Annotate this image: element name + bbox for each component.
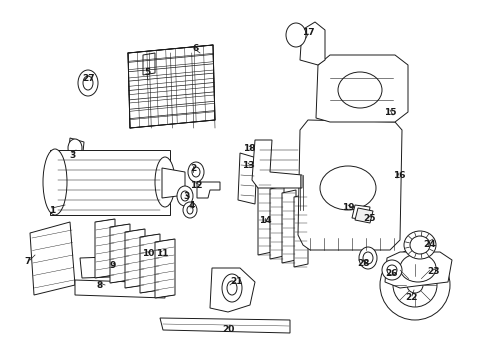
Ellipse shape (78, 70, 98, 96)
Text: 14: 14 (259, 216, 271, 225)
Ellipse shape (400, 254, 436, 282)
Ellipse shape (83, 76, 93, 90)
Ellipse shape (363, 252, 373, 264)
Polygon shape (282, 190, 296, 263)
Polygon shape (128, 45, 215, 128)
Text: 5: 5 (144, 68, 150, 77)
Polygon shape (125, 229, 145, 288)
Polygon shape (68, 138, 84, 162)
Text: 9: 9 (110, 261, 116, 270)
Polygon shape (143, 53, 155, 75)
Text: 3: 3 (183, 192, 189, 201)
Text: 26: 26 (386, 269, 398, 278)
Polygon shape (238, 153, 257, 204)
Ellipse shape (68, 139, 82, 157)
Polygon shape (75, 280, 165, 298)
Text: 3: 3 (69, 150, 75, 159)
Polygon shape (140, 234, 160, 293)
Polygon shape (300, 22, 325, 65)
Polygon shape (385, 252, 452, 288)
Text: 24: 24 (424, 239, 436, 248)
Ellipse shape (382, 260, 402, 280)
Polygon shape (160, 318, 290, 333)
Text: 23: 23 (427, 267, 439, 276)
Polygon shape (197, 182, 220, 198)
Text: 17: 17 (302, 27, 314, 36)
Text: 27: 27 (83, 73, 96, 82)
Polygon shape (258, 182, 272, 255)
Polygon shape (155, 239, 175, 298)
Polygon shape (352, 205, 370, 220)
Text: 22: 22 (406, 293, 418, 302)
Polygon shape (30, 222, 75, 295)
Text: 13: 13 (242, 161, 254, 170)
Ellipse shape (187, 206, 193, 214)
Polygon shape (110, 224, 130, 283)
Ellipse shape (43, 149, 67, 215)
Text: 16: 16 (393, 171, 405, 180)
Text: 1: 1 (49, 206, 55, 215)
Text: 25: 25 (364, 213, 376, 222)
Text: 20: 20 (222, 325, 234, 334)
Text: 6: 6 (193, 44, 199, 53)
Text: 28: 28 (358, 260, 370, 269)
Ellipse shape (155, 157, 175, 207)
Polygon shape (80, 255, 165, 278)
Ellipse shape (183, 202, 197, 218)
Polygon shape (162, 168, 185, 198)
Ellipse shape (320, 166, 376, 210)
Text: 7: 7 (25, 257, 31, 266)
Text: 10: 10 (142, 249, 154, 258)
Text: 2: 2 (190, 163, 196, 172)
Polygon shape (252, 140, 302, 188)
Ellipse shape (393, 263, 437, 307)
Ellipse shape (380, 250, 450, 320)
Ellipse shape (410, 236, 430, 254)
Polygon shape (270, 186, 284, 259)
Polygon shape (50, 150, 170, 215)
Text: 11: 11 (156, 248, 168, 257)
Ellipse shape (338, 72, 382, 108)
Text: 4: 4 (189, 201, 195, 210)
Ellipse shape (192, 167, 200, 177)
Text: 15: 15 (384, 108, 396, 117)
Ellipse shape (387, 265, 397, 275)
Ellipse shape (227, 281, 237, 295)
Ellipse shape (181, 191, 189, 201)
Text: 8: 8 (97, 280, 103, 289)
Polygon shape (298, 120, 402, 250)
Polygon shape (316, 55, 408, 122)
Polygon shape (210, 268, 255, 312)
Text: 21: 21 (230, 278, 242, 287)
Ellipse shape (177, 186, 193, 206)
Ellipse shape (359, 247, 377, 269)
Polygon shape (95, 219, 115, 278)
Polygon shape (294, 194, 308, 267)
Ellipse shape (222, 274, 242, 302)
Ellipse shape (188, 162, 204, 182)
Text: 19: 19 (342, 202, 354, 212)
Ellipse shape (404, 231, 436, 259)
Text: 12: 12 (190, 180, 202, 189)
Ellipse shape (286, 23, 306, 47)
Polygon shape (355, 208, 373, 223)
Ellipse shape (407, 277, 423, 293)
Text: 18: 18 (243, 144, 255, 153)
